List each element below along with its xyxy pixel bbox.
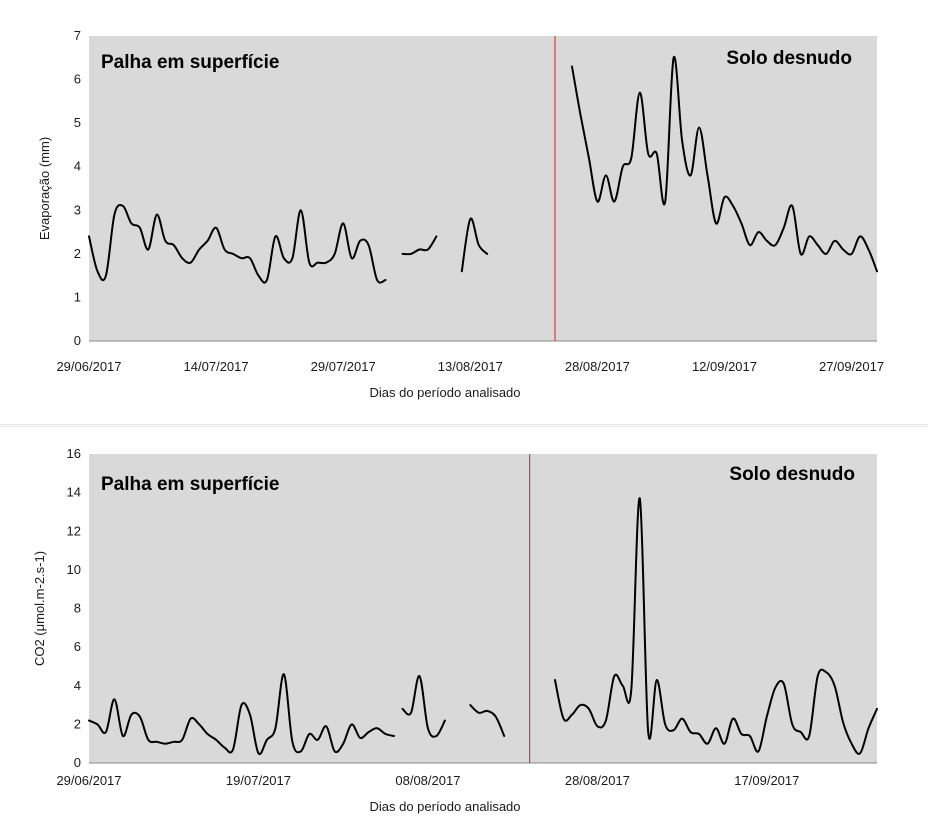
x-tick-label: 29/07/2017 xyxy=(311,359,376,374)
series-line-segment xyxy=(554,497,878,755)
region-label-right: Solo desnudo xyxy=(729,464,855,485)
plot-area xyxy=(89,454,877,763)
x-tick-label: 27/09/2017 xyxy=(819,359,884,374)
y-tick-label: 0 xyxy=(74,755,81,770)
x-tick-label: 28/08/2017 xyxy=(565,359,630,374)
y-tick-label: 2 xyxy=(74,716,81,731)
x-tick-label: 19/07/2017 xyxy=(226,773,291,788)
co2-chart-panel: 0 2 4 6 8 10 12 14 16 29/06/2017 19/07/2017 08/08/2… xyxy=(0,426,928,838)
y-tick-label: 14 xyxy=(67,485,81,500)
co2-chart: 0 2 4 6 8 10 12 14 16 29/06/2017 19/07/2017 08/08/2… xyxy=(32,446,878,814)
y-axis-title: CO2 (μmol.m-2.s-1) xyxy=(32,551,47,666)
series-line-segment xyxy=(401,235,438,256)
y-tick-label: 10 xyxy=(67,562,81,577)
series-line-segment xyxy=(88,203,387,284)
x-axis-title: Dias do período analisado xyxy=(369,385,520,400)
region-label-left: Palha em superfície xyxy=(101,474,279,495)
y-tick-label: 12 xyxy=(67,523,81,538)
x-tick-label: 28/08/2017 xyxy=(565,773,630,788)
y-axis-title: Evaporação (mm) xyxy=(37,137,52,240)
x-tick-label: 17/09/2017 xyxy=(734,773,799,788)
region-label-right: Solo desnudo xyxy=(726,48,852,69)
y-tick-label: 6 xyxy=(74,72,81,87)
y-tick-label: 4 xyxy=(74,159,81,174)
series-line-segment xyxy=(571,55,878,273)
evaporation-chart-panel: 0 1 2 3 4 5 6 7 29/06/2017 14/07/2017 29/07/2017 13… xyxy=(0,28,928,425)
region-label-left: Palha em superfície xyxy=(101,52,279,73)
series-line-segment xyxy=(401,675,446,738)
x-tick-label: 08/08/2017 xyxy=(395,773,460,788)
y-tick-label: 2 xyxy=(74,246,81,261)
x-tick-label: 13/08/2017 xyxy=(438,359,503,374)
y-tick-label: 1 xyxy=(74,289,81,304)
x-tick-label: 12/09/2017 xyxy=(692,359,757,374)
y-tick-label: 6 xyxy=(74,639,81,654)
plot-area xyxy=(89,36,877,341)
y-tick-label: 8 xyxy=(74,601,81,616)
evaporation-chart: 0 1 2 3 4 5 6 7 29/06/2017 14/07/2017 29/07/2017 13… xyxy=(37,28,884,400)
series-line-segment xyxy=(469,704,506,737)
x-tick-label: 14/07/2017 xyxy=(184,359,249,374)
y-tick-label: 0 xyxy=(74,333,81,348)
y-tick-label: 5 xyxy=(74,115,81,130)
y-tick-label: 4 xyxy=(74,678,81,693)
series-line-segment xyxy=(88,673,395,756)
y-tick-label: 3 xyxy=(74,202,81,217)
y-tick-label: 7 xyxy=(74,28,81,43)
series-line-segment xyxy=(460,217,489,273)
x-tick-label: 29/06/2017 xyxy=(56,359,121,374)
y-tick-label: 16 xyxy=(67,446,81,461)
x-tick-label: 29/06/2017 xyxy=(56,773,121,788)
x-axis-title: Dias do período analisado xyxy=(369,799,520,814)
